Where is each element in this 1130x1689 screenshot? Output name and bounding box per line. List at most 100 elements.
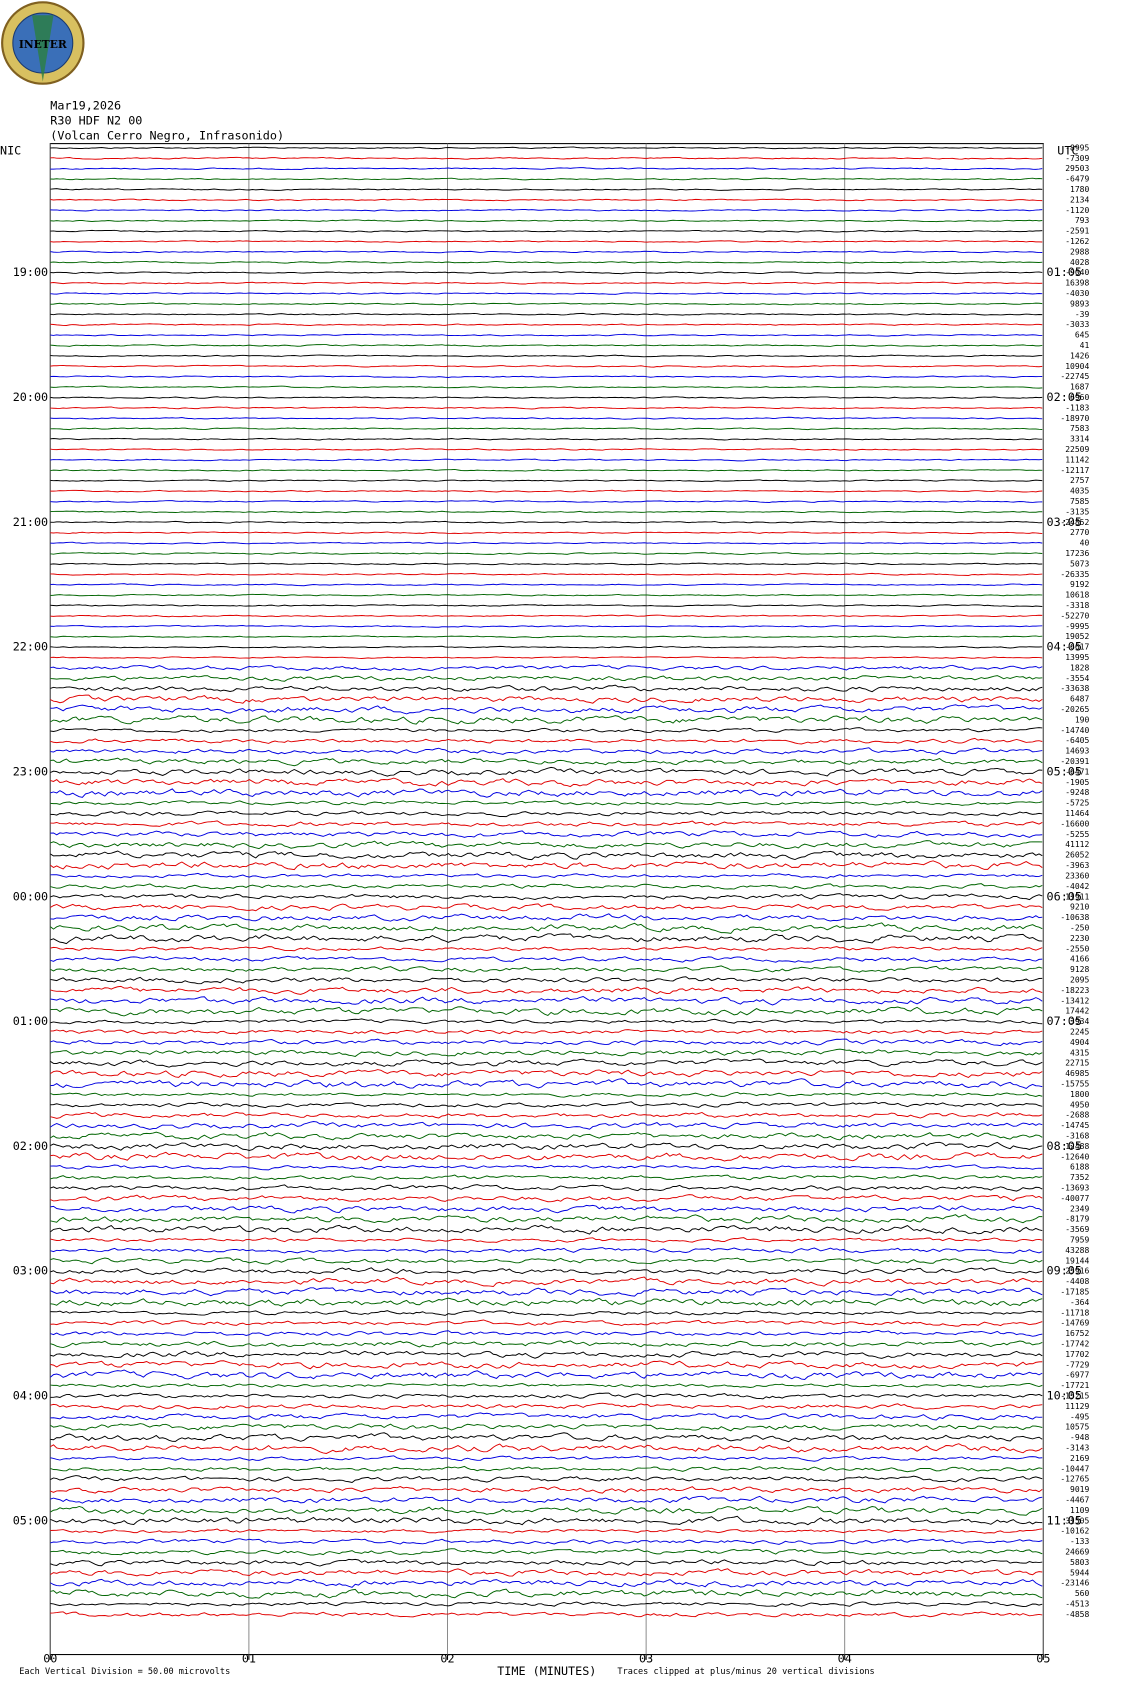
offset-label: 11129 [1065,1402,1089,1411]
trace [50,1588,1043,1599]
offset-label: -39 [1075,310,1090,319]
offset-label: 10575 [1065,1423,1089,1432]
trace [50,593,1043,597]
trace [50,1515,1043,1526]
offset-label: 560 [1075,1589,1090,1598]
trace [50,777,1043,788]
offset-label: 3314 [1070,435,1089,444]
date: Mar19,2026 [50,99,121,113]
local-time: 23:00 [13,764,48,778]
offset-label: -12765 [1060,1475,1089,1484]
trace [50,955,1043,963]
offset-label: -18223 [1060,986,1089,995]
trace [50,1141,1043,1152]
offset-label: -4030 [1065,289,1089,298]
offset-label: 16398 [1065,279,1089,288]
trace [50,1329,1043,1337]
trace [50,1276,1043,1288]
offset-label: -8179 [1065,1215,1089,1224]
trace [50,1174,1043,1181]
trace [49,1369,1043,1380]
offset-label: 1109 [1070,1506,1089,1515]
trace [50,406,1043,410]
trace [50,209,1043,212]
offset-label: -13693 [1060,1183,1089,1192]
trace [50,260,1043,264]
trace [50,396,1043,399]
trace [50,810,1043,818]
offset-label: -2550 [1065,944,1089,953]
trace [50,1164,1043,1171]
offset-label: -3135 [1065,507,1089,516]
offset-label: 4315 [1070,1048,1089,1057]
offset-label: -495 [1070,1412,1089,1421]
trace [50,1078,1043,1090]
trace [50,156,1043,160]
trace [50,1257,1043,1265]
offset-label: -6479 [1065,175,1089,184]
utc-time: 10:05 [1047,1389,1082,1403]
offset-label: -133 [1070,1537,1089,1546]
trace [50,1528,1043,1534]
offset-label: -3554 [1065,674,1089,683]
offset-label: 1687 [1070,383,1089,392]
station-name: (Volcan Cerro Negro, Infrasonido) [50,129,284,143]
offset-label: -3318 [1065,601,1089,610]
trace [50,1349,1043,1359]
offset-label: 2988 [1070,247,1089,256]
offset-label: 24669 [1065,1548,1089,1557]
footer-left: Each Vertical Division = 50.00 microvolt… [19,1667,230,1677]
trace [50,1402,1043,1411]
utc-time: 04:05 [1047,640,1082,654]
offset-label: -4408 [1065,1277,1089,1286]
offset-label: 41112 [1065,840,1089,849]
offset-label: -23146 [1060,1579,1089,1588]
offset-label: 17442 [1065,1007,1089,1016]
trace [50,1310,1043,1316]
trace [50,1538,1043,1545]
offset-label: 645 [1075,331,1090,340]
offset-label: 10904 [1065,362,1089,371]
offset-label: -7309 [1065,154,1089,163]
trace [50,1267,1043,1275]
offset-label: -1905 [1065,778,1089,787]
offset-label: 19144 [1065,1256,1089,1265]
offset-label: -5725 [1065,799,1089,808]
offset-label: 14693 [1065,747,1089,756]
trace [50,1495,1043,1504]
offset-label: 10618 [1065,591,1089,600]
trace [50,1194,1043,1203]
trace [50,1319,1043,1327]
trace [50,198,1043,202]
trace [50,1101,1043,1109]
offset-label: 1828 [1070,663,1089,672]
trace [50,500,1043,503]
trace [50,1214,1043,1224]
offset-label: 4166 [1070,955,1089,964]
utc-time: 02:05 [1047,390,1082,404]
offset-label: 190 [1075,715,1090,724]
trace [50,675,1043,682]
trace [50,1131,1043,1141]
offset-label: 9210 [1070,903,1089,912]
trace [50,1069,1043,1079]
offset-label: -22745 [1060,372,1089,381]
local-time: 01:00 [13,1014,48,1028]
offset-label: 11464 [1065,809,1089,818]
trace [50,893,1043,901]
offset-label: -948 [1070,1433,1089,1442]
offset-label: -10162 [1060,1527,1089,1536]
trace [50,1548,1043,1556]
x-tick-label: 01 [242,1651,256,1665]
offset-label: 16752 [1065,1329,1089,1338]
offset-label: -8995 [1065,143,1089,152]
logo-text: INETER [19,38,67,51]
utc-time: 06:05 [1047,889,1082,903]
trace [50,292,1043,295]
utc-time: 08:05 [1047,1139,1082,1153]
trace [50,1120,1043,1130]
offset-label: 6960 [1070,393,1089,402]
offset-label: 2245 [1070,1027,1089,1036]
offset-label: 1780 [1070,185,1089,194]
offset-label: 9893 [1070,299,1089,308]
